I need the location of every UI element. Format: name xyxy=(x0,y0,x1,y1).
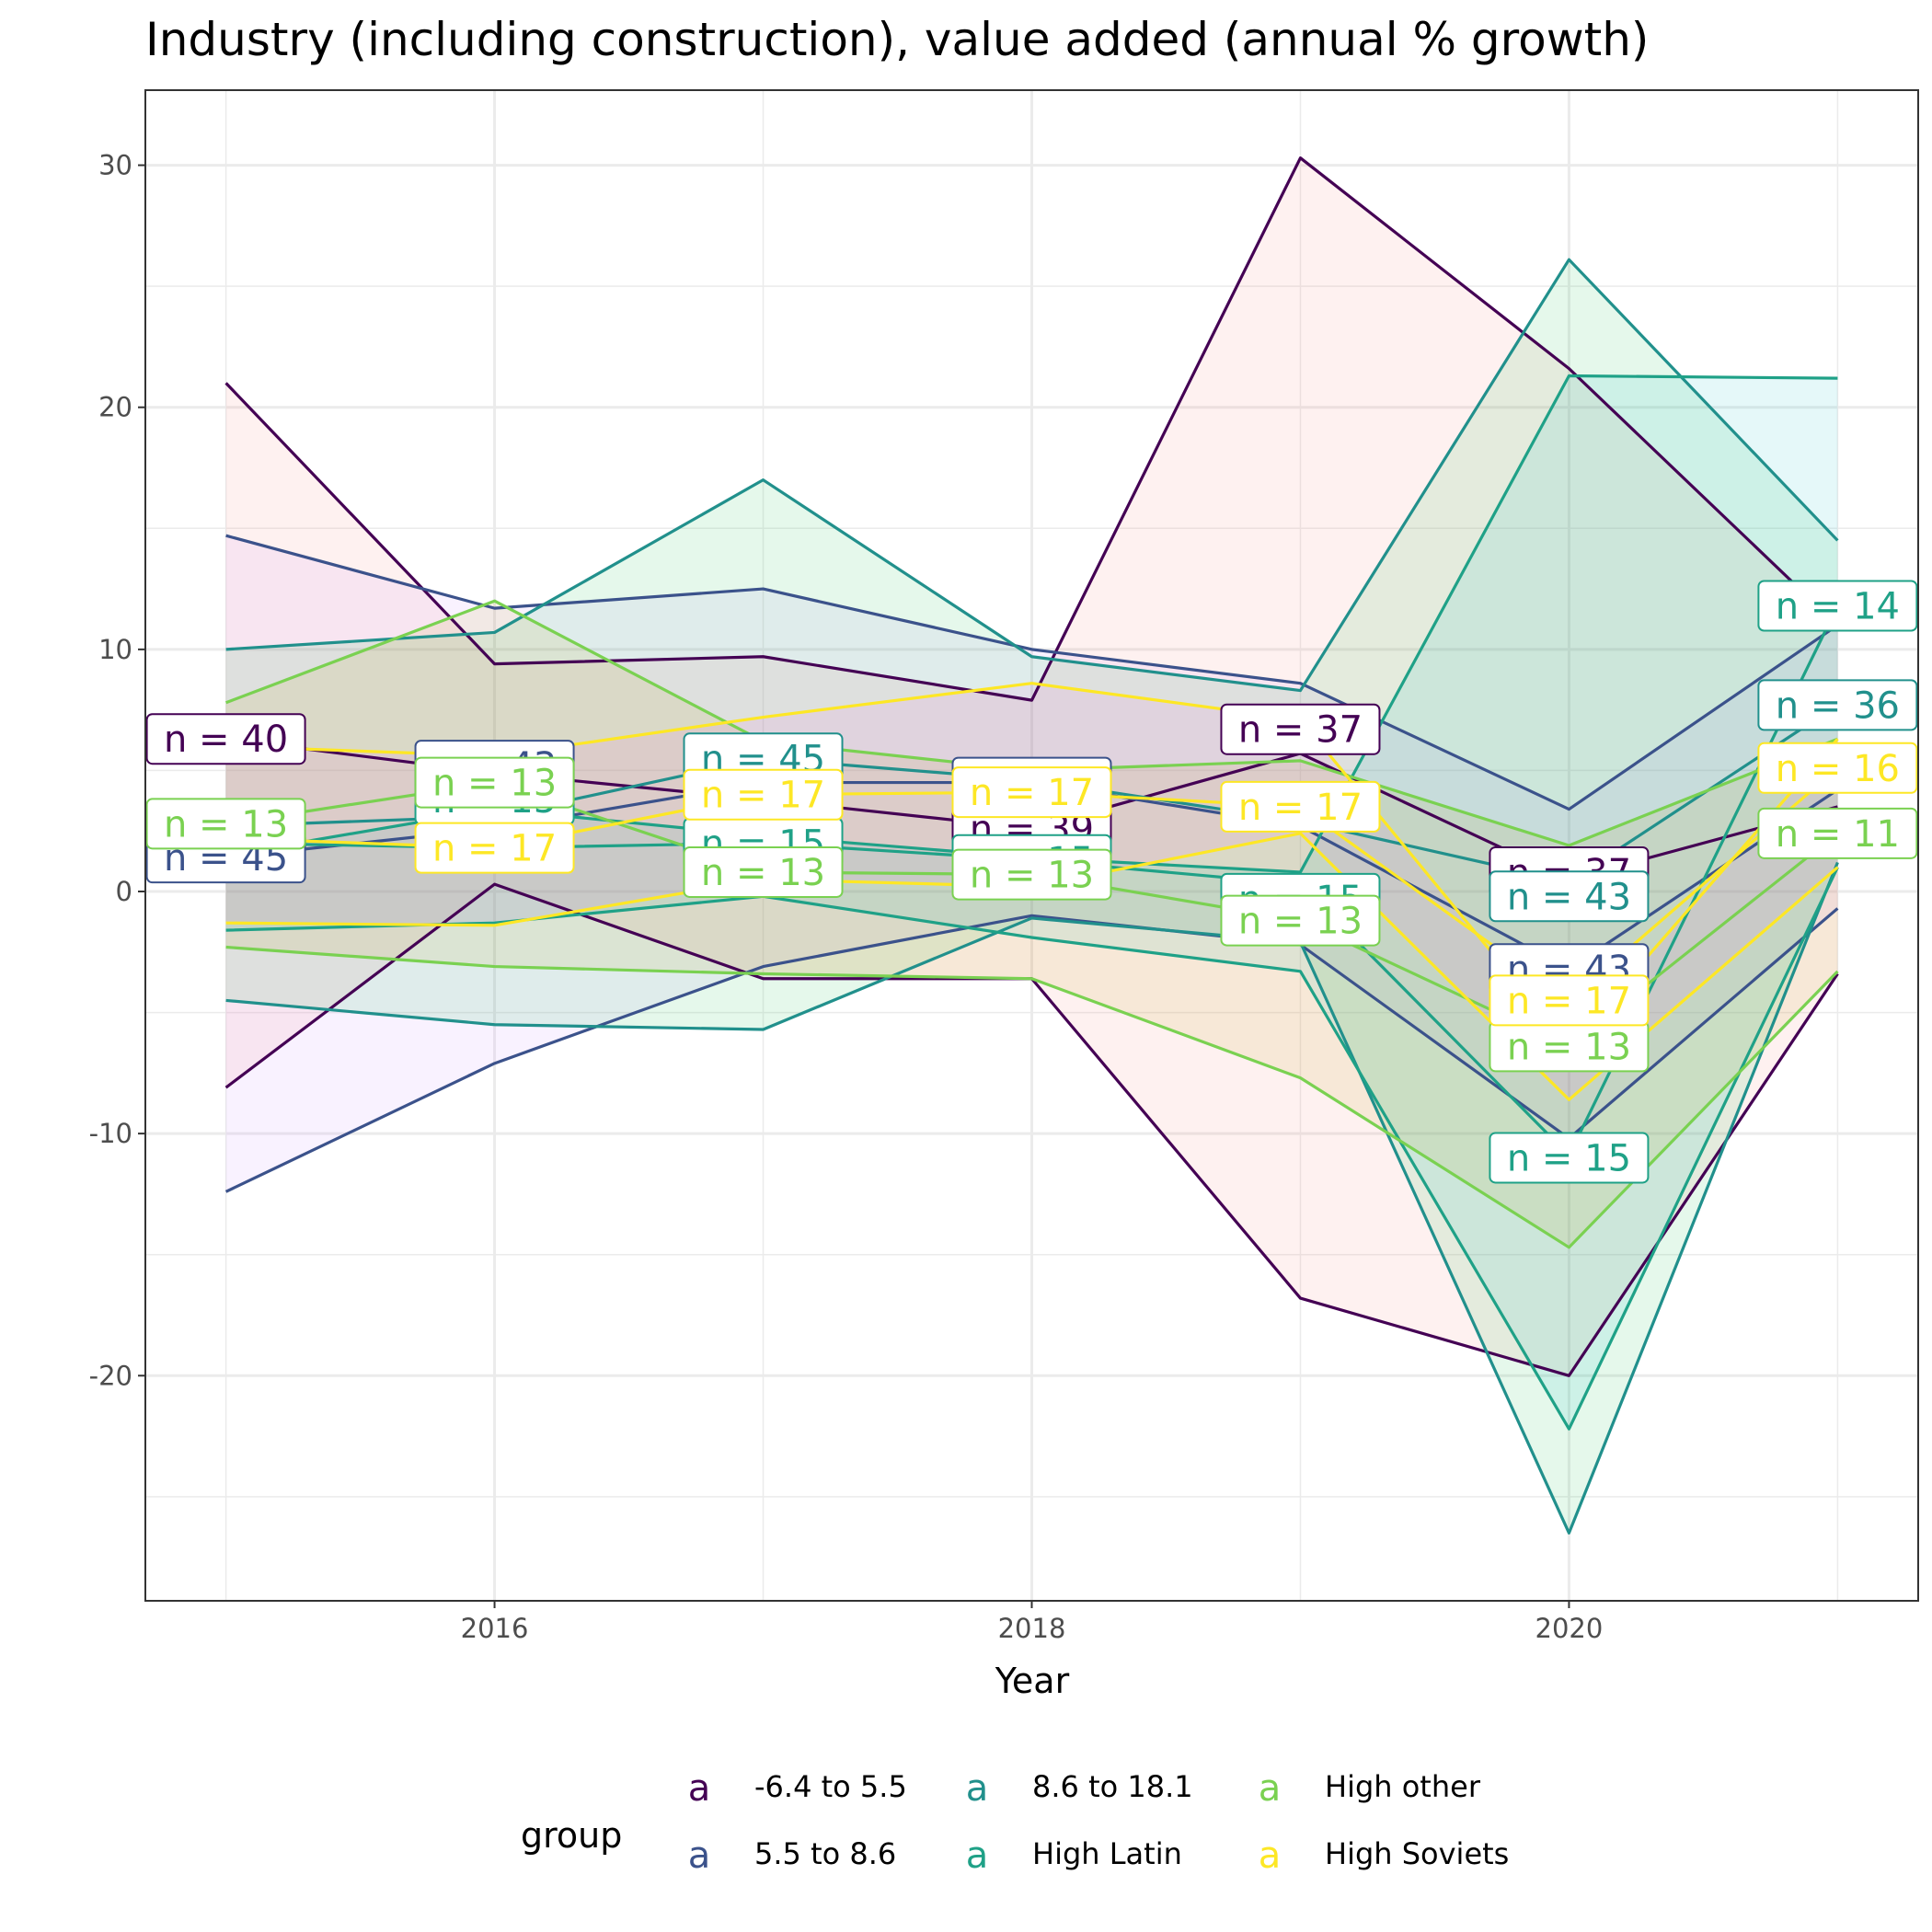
n-label-text: n = 37 xyxy=(1238,709,1363,752)
n-label: n = 13 xyxy=(1220,894,1381,947)
legend: group a -6.4 to 5.5 a 5.5 to 8.6 a 8.6 to 18.… xyxy=(521,1767,1509,1877)
x-tick-label: 2016 xyxy=(461,1613,529,1644)
n-label: n = 11 xyxy=(1757,807,1918,859)
n-label-text: n = 13 xyxy=(701,852,825,894)
n-label-box xyxy=(145,798,306,850)
axes: -20 -10 0 10 20 30 2016 2018 2020 xyxy=(89,150,1604,1644)
n-label-box xyxy=(1757,580,1918,632)
n-label-text: n = 17 xyxy=(432,828,557,870)
line-max--6.4 to 5.5 xyxy=(224,156,1839,702)
y-tick-label: 0 xyxy=(116,876,132,907)
n-label: n = 40 xyxy=(145,713,306,765)
n-labels: n = 40n = 39n = 37n = 37n = 45n = 43n = … xyxy=(145,580,1918,1184)
n-label-box xyxy=(1220,894,1381,947)
n-label-box xyxy=(1489,974,1650,1027)
y-tick-label: 30 xyxy=(98,150,132,181)
legend-label: 5.5 to 8.6 xyxy=(754,1836,896,1871)
ribbon-High Latin xyxy=(225,375,1838,1430)
n-label: n = 13 xyxy=(683,845,844,898)
n-label-box xyxy=(1220,703,1381,755)
line-max-5.5 to 8.6 xyxy=(225,534,1839,811)
n-label-text: n = 14 xyxy=(1776,585,1900,627)
legend-key: a xyxy=(1259,1834,1282,1877)
n-label-box xyxy=(1489,1132,1650,1184)
n-label-box xyxy=(951,848,1112,901)
n-label-text: n = 17 xyxy=(970,772,1094,814)
y-tick-label: -10 xyxy=(89,1118,132,1149)
n-label: n = 17 xyxy=(1489,974,1650,1027)
n-label: n = 17 xyxy=(951,766,1112,819)
n-label: n = 17 xyxy=(414,822,575,874)
x-axis-title: Year xyxy=(995,1661,1070,1701)
legend-title: group xyxy=(521,1815,622,1856)
n-label-box xyxy=(1757,679,1918,731)
line-min-High Latin xyxy=(225,866,1839,1431)
n-label: n = 17 xyxy=(1220,780,1381,833)
legend-key: a xyxy=(966,1834,989,1877)
n-label-text: n = 16 xyxy=(1776,748,1900,790)
n-label-text: n = 13 xyxy=(970,855,1094,897)
x-tick-label: 2018 xyxy=(998,1613,1066,1644)
y-tick-label: 10 xyxy=(98,634,132,665)
n-label-text: n = 13 xyxy=(164,803,288,845)
n-label-text: n = 17 xyxy=(1238,787,1363,829)
chart-title: Industry (including construction), value… xyxy=(145,13,1649,66)
n-label-text: n = 43 xyxy=(1507,876,1631,918)
legend-key: a xyxy=(688,1834,711,1877)
n-label-box xyxy=(1220,780,1381,833)
n-label: n = 15 xyxy=(1489,1132,1650,1184)
x-tick-label: 2020 xyxy=(1535,1613,1604,1644)
legend-key: a xyxy=(688,1767,711,1810)
n-label: n = 13 xyxy=(951,848,1112,901)
y-tick-label: -20 xyxy=(89,1360,132,1391)
line-min-8.6 to 18.1 xyxy=(225,861,1839,1535)
n-label-text: n = 11 xyxy=(1776,813,1900,856)
line-max-8.6 to 18.1 xyxy=(225,258,1839,693)
n-label-text: n = 17 xyxy=(1507,980,1631,1022)
n-label-box xyxy=(414,756,575,809)
n-label-text: n = 17 xyxy=(701,775,825,817)
n-label-box xyxy=(683,768,844,821)
n-label-box xyxy=(683,845,844,898)
n-label: n = 43 xyxy=(1489,870,1650,923)
n-label-box xyxy=(1757,742,1918,794)
y-tick-label: 20 xyxy=(98,392,132,423)
legend-label: -6.4 to 5.5 xyxy=(754,1769,907,1804)
n-label: n = 17 xyxy=(683,768,844,821)
ribbon-High other xyxy=(225,601,1838,1248)
n-label-text: n = 13 xyxy=(1507,1026,1631,1068)
legend-label: High Soviets xyxy=(1325,1836,1509,1871)
n-label-text: n = 36 xyxy=(1776,684,1900,727)
legend-key: a xyxy=(1259,1767,1282,1810)
n-label: n = 37 xyxy=(1220,703,1381,755)
legend-label: High Latin xyxy=(1032,1836,1182,1871)
n-label-box xyxy=(951,766,1112,819)
n-label: n = 13 xyxy=(414,756,575,809)
n-label-box xyxy=(145,713,306,765)
n-label: n = 13 xyxy=(1489,1020,1650,1073)
n-label: n = 16 xyxy=(1757,742,1918,794)
n-label-box xyxy=(414,822,575,874)
n-label-text: n = 40 xyxy=(164,719,288,761)
n-label: n = 13 xyxy=(145,798,306,850)
n-label-text: n = 13 xyxy=(432,763,557,805)
legend-label: 8.6 to 18.1 xyxy=(1032,1769,1193,1804)
legend-label: High other xyxy=(1325,1769,1481,1804)
n-label-text: n = 15 xyxy=(1507,1137,1631,1179)
n-label: n = 14 xyxy=(1757,580,1918,632)
n-label-box xyxy=(1757,807,1918,859)
n-label-text: n = 13 xyxy=(1238,901,1363,943)
legend-key: a xyxy=(966,1767,989,1810)
n-label: n = 36 xyxy=(1757,679,1918,731)
line-min-High other xyxy=(225,945,1839,1249)
n-label-box xyxy=(1489,870,1650,923)
